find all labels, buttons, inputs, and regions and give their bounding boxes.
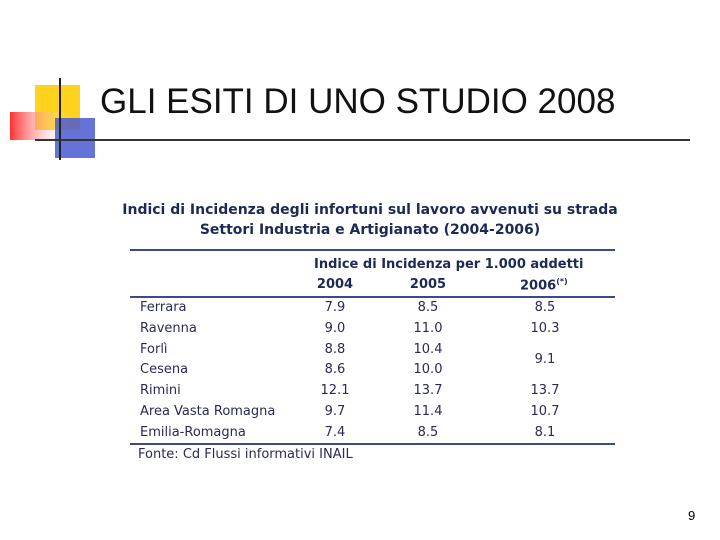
cell-value: 8.5 <box>417 300 439 315</box>
cell-value: 8.1 <box>534 424 556 440</box>
row-label: Ravenna <box>140 320 197 336</box>
row-label: Cesena <box>140 362 189 378</box>
rule <box>130 296 615 298</box>
cell-value: 8.6 <box>324 362 346 378</box>
cell-value: 8.8 <box>324 341 346 357</box>
row-label: Rimini <box>140 383 181 399</box>
cell-value: 9.7 <box>324 404 346 419</box>
table-subtitle: Settori Industria e Artigianato (2004-20… <box>199 222 541 238</box>
cell-value: 9.0 <box>324 320 346 336</box>
cell-value: 11.0 <box>413 320 443 336</box>
row-label: Area Vasta Romagna <box>140 404 276 419</box>
cell-value: 10.7 <box>530 404 560 419</box>
rule <box>130 249 615 251</box>
column-header: 2004 <box>316 277 354 292</box>
table-title: Indici di Incidenza degli infortuni sul … <box>122 202 618 218</box>
cell-value: 10.4 <box>413 341 443 357</box>
column-header: 2005 <box>409 277 447 292</box>
cell-value: 8.5 <box>534 300 556 315</box>
cell-value: 10.3 <box>530 320 560 336</box>
slide-title: GLI ESITI DI UNO STUDIO 2008 <box>100 82 616 121</box>
cell-value: 13.7 <box>413 383 443 399</box>
cell-value: 12.1 <box>320 383 350 399</box>
cell-value: 7.9 <box>324 300 346 315</box>
group-header: Indice di Incidenza per 1.000 addetti <box>314 257 584 272</box>
row-label: Emilia-Romagna <box>140 424 246 440</box>
column-label: 2006 <box>520 278 557 294</box>
cell-value: 11.4 <box>413 404 443 419</box>
cell-value: 9.1 <box>534 352 556 367</box>
cell-value: 7.4 <box>324 424 346 440</box>
cell-value: 8.5 <box>417 424 439 440</box>
row-label: Forlì <box>140 341 168 357</box>
column-header: 2006(*) <box>520 277 568 293</box>
source: Fonte: Cd Flussi informativi INAIL <box>138 447 353 462</box>
row-label: Ferrara <box>140 300 187 315</box>
decoration <box>10 78 690 160</box>
column-note: (*) <box>556 277 568 286</box>
rule <box>130 443 615 445</box>
cell-value: 13.7 <box>530 383 560 399</box>
cell-value: 10.0 <box>413 362 443 378</box>
page-number: 9 <box>688 508 696 523</box>
